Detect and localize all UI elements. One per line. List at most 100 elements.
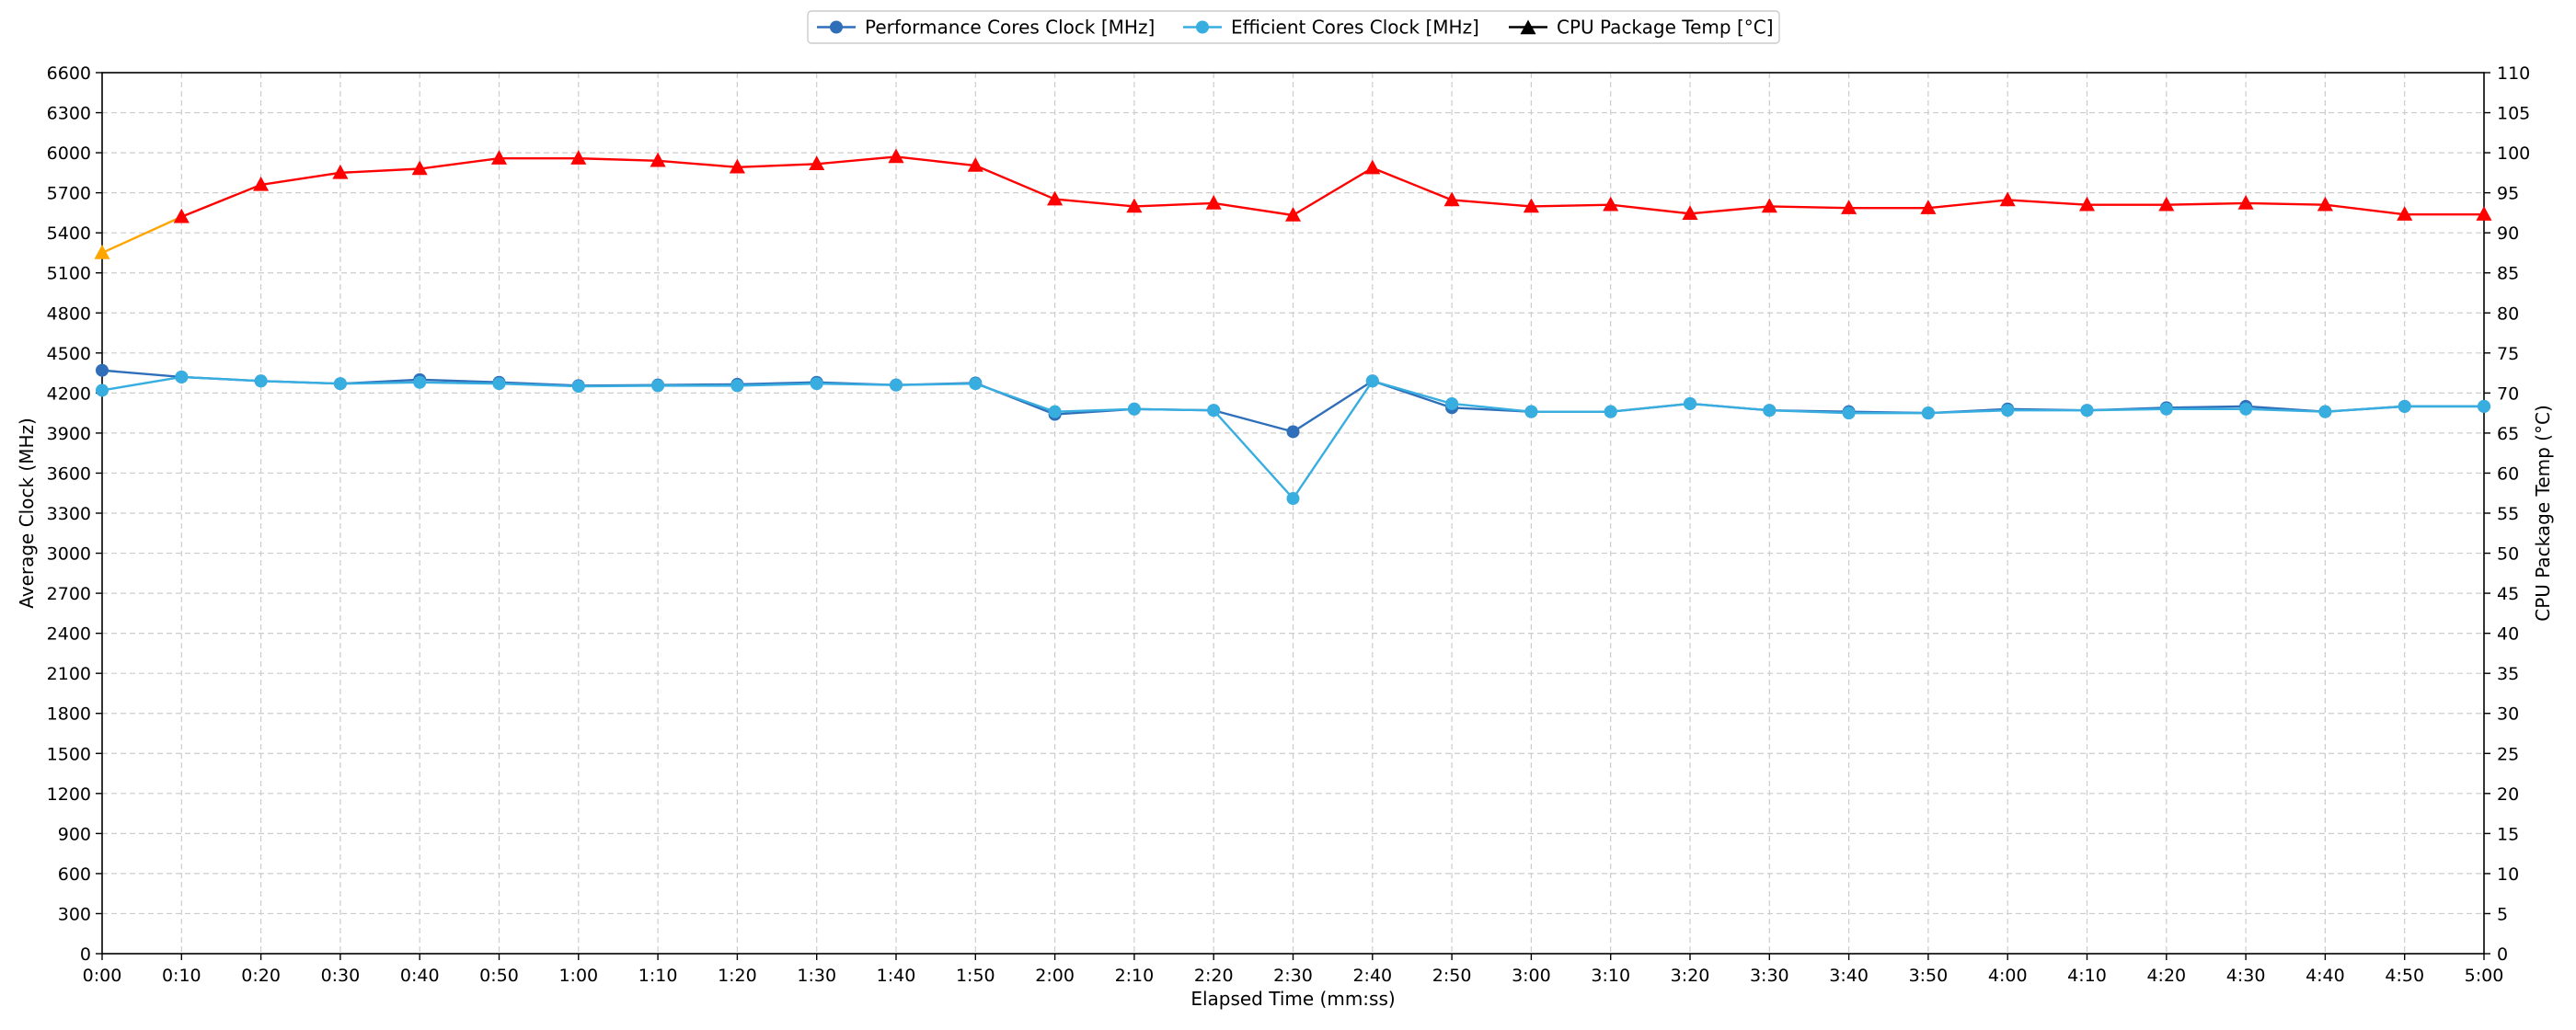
- y-right-tick-label: 0: [2497, 944, 2508, 965]
- data-point: [1126, 198, 1143, 213]
- legend: Performance Cores Clock [MHz] Efficient C…: [807, 10, 1780, 44]
- data-point: [650, 152, 666, 167]
- x-tick-label: 0:40: [400, 966, 440, 986]
- data-point: [96, 383, 109, 397]
- y-right-tick-label: 65: [2497, 424, 2519, 444]
- x-tick-label: 2:00: [1035, 966, 1075, 986]
- y-right-tick-label: 95: [2497, 184, 2519, 204]
- data-point: [1284, 207, 1302, 222]
- y-left-tick-label: 1800: [47, 704, 91, 725]
- y-right-tick-label: 105: [2497, 104, 2530, 124]
- y-left-tick-label: 300: [58, 904, 91, 924]
- series-line: [180, 155, 2484, 218]
- data-point: [2317, 196, 2333, 212]
- data-point: [1999, 191, 2016, 207]
- y-left-tick-label: 1200: [47, 784, 91, 805]
- x-tick-label: 5:00: [2465, 966, 2504, 986]
- data-point: [1682, 205, 1698, 221]
- data-point: [253, 176, 270, 191]
- data-point: [2476, 206, 2492, 221]
- x-tick-label: 0:10: [162, 966, 201, 986]
- data-point: [2239, 402, 2253, 416]
- data-point: [1604, 405, 1617, 418]
- y-left-tick-label: 4500: [47, 344, 91, 364]
- data-point: [94, 244, 110, 259]
- data-point: [2397, 206, 2413, 221]
- x-tick-label: 3:00: [1512, 966, 1551, 986]
- data-point: [1365, 374, 1379, 388]
- x-tick-label: 4:40: [2306, 966, 2345, 986]
- x-tick-label: 2:50: [1432, 966, 1472, 986]
- data-point: [2318, 405, 2332, 418]
- data-point: [490, 150, 508, 165]
- data-point: [570, 150, 587, 165]
- x-tick-label: 1:20: [718, 966, 757, 986]
- x-tick-label: 0:50: [479, 966, 519, 986]
- y-right-tick-label: 30: [2497, 704, 2519, 725]
- y-right-tick-label: 110: [2497, 63, 2530, 84]
- data-point: [1286, 492, 1300, 506]
- x-tick-label: 0:00: [83, 966, 122, 986]
- series-line-segment: [101, 215, 182, 255]
- y-right-tick-label: 10: [2497, 864, 2519, 885]
- y-left-tick-label: 6300: [47, 104, 91, 124]
- data-point: [888, 148, 904, 164]
- y-left-tick-label: 2400: [47, 624, 91, 645]
- y-left-tick-label: 5100: [47, 264, 91, 284]
- x-tick-label: 1:30: [797, 966, 836, 986]
- y-right-tick-label: 45: [2497, 584, 2519, 604]
- y-left-tick-label: 4200: [47, 383, 91, 404]
- y-right-tick-label: 25: [2497, 744, 2519, 764]
- data-point: [2159, 402, 2173, 416]
- y-right-tick-label: 35: [2497, 664, 2519, 684]
- y-right-tick-label: 60: [2497, 464, 2519, 484]
- y-left-tick-label: 900: [58, 824, 91, 844]
- data-point: [413, 375, 427, 389]
- series-1: [96, 363, 2490, 439]
- x-tick-label: 4:10: [2067, 966, 2107, 986]
- data-point: [333, 377, 347, 391]
- y-right-tick-label: 55: [2497, 504, 2519, 524]
- x-tick-label: 4:50: [2385, 966, 2424, 986]
- data-point: [1842, 406, 1856, 420]
- data-point: [730, 379, 744, 393]
- y-right-tick-label: 75: [2497, 344, 2519, 364]
- data-point: [2078, 196, 2096, 212]
- x-tick-label: 3:10: [1591, 966, 1630, 986]
- y-right-tick-label: 85: [2497, 264, 2519, 284]
- x-tick-label: 4:00: [1988, 966, 2028, 986]
- y-left-tick-label: 5700: [47, 184, 91, 204]
- legend-box: [807, 10, 1780, 44]
- x-tick-label: 2:10: [1115, 966, 1155, 986]
- y-right-tick-label: 40: [2497, 624, 2519, 645]
- y-left-tick-label: 6000: [47, 143, 91, 164]
- x-tick-label: 2:30: [1273, 966, 1313, 986]
- data-point: [651, 379, 665, 393]
- y-right-tick-label: 80: [2497, 303, 2519, 324]
- data-point: [1445, 396, 1459, 410]
- x-tick-label: 0:20: [241, 966, 281, 986]
- x-tick-label: 4:20: [2146, 966, 2186, 986]
- data-point: [729, 158, 745, 174]
- legend-marker: [830, 20, 843, 34]
- x-tick-label: 3:30: [1750, 966, 1789, 986]
- data-point: [96, 363, 109, 377]
- data-point: [173, 208, 190, 223]
- data-point: [1364, 159, 1381, 175]
- data-point: [1286, 425, 1300, 439]
- x-tick-label: 1:50: [956, 966, 995, 986]
- data-point: [1603, 196, 1619, 212]
- legend-marker: [1520, 19, 1536, 35]
- data-point: [332, 164, 349, 179]
- x-tick-label: 3:40: [1829, 966, 1869, 986]
- legend-marker: [1196, 20, 1209, 34]
- y-left-tick-label: 3000: [47, 544, 91, 565]
- y-right-tick-label: 50: [2497, 544, 2519, 565]
- y-right-axis-title: CPU Package Temp (°C): [2532, 405, 2554, 622]
- y-right-tick-label: 70: [2497, 383, 2519, 404]
- y-left-tick-label: 3600: [47, 464, 91, 484]
- data-point: [969, 377, 983, 391]
- data-point: [1127, 402, 1141, 416]
- data-point: [1841, 200, 1857, 214]
- series-2: [96, 370, 2490, 506]
